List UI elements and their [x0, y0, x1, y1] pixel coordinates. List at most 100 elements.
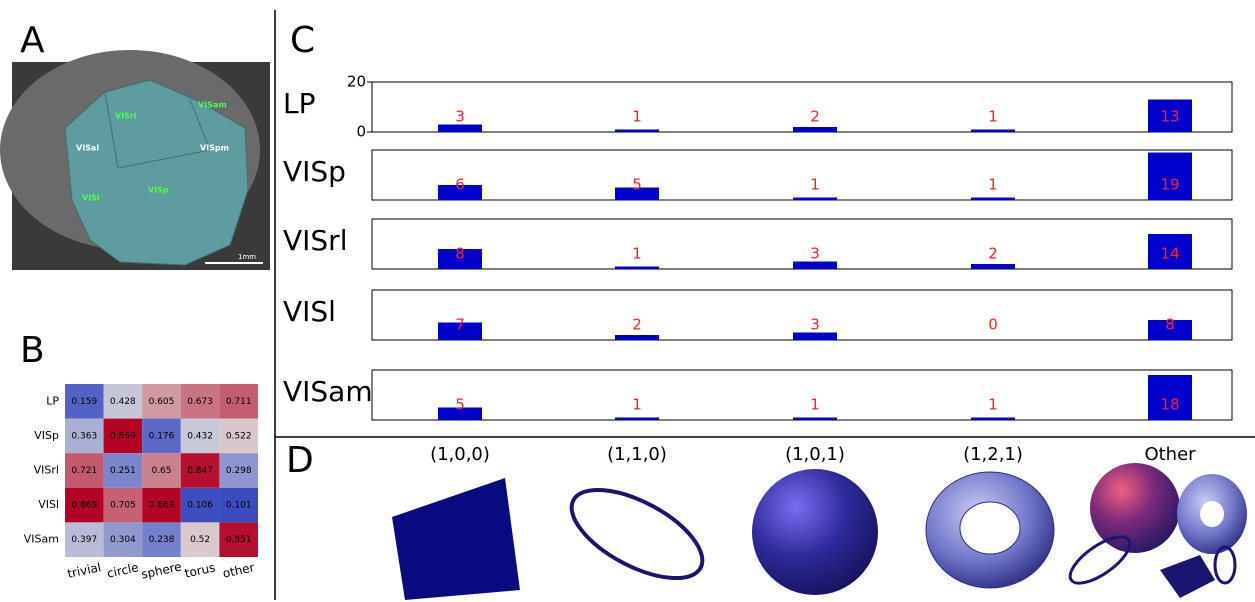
- panel-label: A: [20, 20, 45, 61]
- bar: [793, 333, 837, 341]
- cell-label: 0.428: [110, 397, 136, 407]
- cell-label: 0.869: [110, 431, 136, 441]
- plot-frame: [372, 370, 1232, 420]
- bar: [793, 418, 837, 421]
- cell-label: 0.851: [226, 535, 252, 545]
- value-label: 1: [988, 396, 998, 414]
- bar: [793, 198, 837, 201]
- panel-label: C: [290, 20, 315, 61]
- cell-label: 0.106: [187, 501, 213, 511]
- value-label: 19: [1160, 176, 1179, 194]
- plot-frame: [372, 82, 1232, 132]
- bar: [971, 130, 1015, 133]
- value-label: 13: [1160, 108, 1179, 126]
- shape-label: (1,0,0): [430, 444, 490, 465]
- cell-label: 0.65: [151, 466, 171, 476]
- value-label: 3: [810, 245, 820, 263]
- value-label: 1: [632, 108, 642, 126]
- cell-label: 0.705: [110, 501, 136, 511]
- column-label: sphere: [140, 559, 183, 581]
- cell-label: 0.869: [149, 501, 175, 511]
- value-label: 8: [455, 245, 465, 263]
- shape-illustrations: [392, 463, 1247, 600]
- shape-label: (1,0,1): [785, 444, 845, 465]
- bar: [615, 335, 659, 340]
- shape-label: Other: [1144, 444, 1196, 465]
- bar: [971, 198, 1015, 201]
- cell-label: 0.176: [149, 431, 175, 441]
- cell-label: 0.52: [190, 535, 210, 545]
- value-label: 1: [632, 245, 642, 263]
- column-label: other: [222, 560, 256, 580]
- area-label: VISam: [198, 101, 227, 110]
- chart-title: VISam: [283, 375, 373, 408]
- bar: [615, 418, 659, 421]
- value-label: 1: [810, 176, 820, 194]
- area-label: VISpm: [200, 144, 229, 153]
- value-label: 2: [632, 316, 642, 334]
- row-label: VISl: [38, 498, 59, 511]
- cell-label: 0.397: [71, 535, 97, 545]
- cell-label: 0.363: [71, 431, 97, 441]
- row-label: VISp: [34, 429, 59, 442]
- value-label: 1: [632, 396, 642, 414]
- value-label: 1: [988, 108, 998, 126]
- value-label: 7: [455, 316, 465, 334]
- value-label: 3: [810, 316, 820, 334]
- bar: [615, 130, 659, 133]
- cell-label: 0.711: [226, 397, 252, 407]
- bar: [615, 267, 659, 270]
- chart-title: VISrl: [283, 224, 347, 257]
- area-label: VISal: [76, 144, 99, 153]
- cell-label: 0.605: [149, 397, 175, 407]
- cell-label: 0.869: [71, 501, 97, 511]
- value-label: 0: [988, 316, 998, 334]
- y-tick-label: 20: [347, 73, 366, 91]
- chart-title: VISl: [283, 295, 336, 328]
- value-label: 2: [988, 245, 998, 263]
- cell-label: 0.847: [187, 466, 213, 476]
- cell-label: 0.159: [71, 397, 97, 407]
- column-label: torus: [183, 560, 216, 580]
- cell-label: 0.101: [226, 501, 252, 511]
- bar: [971, 264, 1015, 269]
- value-label: 5: [632, 176, 642, 194]
- bar: [438, 125, 482, 133]
- area-label: VISp: [148, 186, 169, 195]
- cell-label: 0.432: [187, 431, 213, 441]
- panel-label: B: [20, 330, 45, 371]
- value-label: 2: [810, 108, 820, 126]
- y-tick-label: 0: [356, 123, 366, 141]
- shape-label: (1,2,1): [963, 444, 1023, 465]
- scale-label: 1mm: [238, 253, 256, 261]
- shape-label: (1,1,0): [607, 444, 667, 465]
- value-label: 1: [988, 176, 998, 194]
- brain-map: [0, 50, 270, 270]
- chart-title: VISp: [283, 155, 346, 188]
- row-label: VISrl: [34, 464, 59, 477]
- value-label: 8: [1165, 316, 1175, 334]
- cell-label: 0.673: [187, 397, 213, 407]
- chart-title: LP: [283, 87, 315, 120]
- value-label: 6: [455, 176, 465, 194]
- value-label: 3: [455, 108, 465, 126]
- row-label: LP: [46, 394, 59, 407]
- cell-label: 0.522: [226, 431, 252, 441]
- column-label: circle: [106, 560, 140, 580]
- value-label: 18: [1160, 396, 1179, 414]
- value-label: 14: [1160, 245, 1179, 263]
- plot-frame: [372, 150, 1232, 200]
- cell-label: 0.238: [149, 535, 175, 545]
- column-label: trivial: [66, 560, 102, 581]
- cell-label: 0.721: [71, 466, 97, 476]
- bar: [971, 418, 1015, 421]
- bar: [793, 262, 837, 270]
- figure: A B C D VISam VISrl VISal VISpm VISp VIS…: [0, 0, 1255, 602]
- area-label: VISrl: [115, 112, 137, 121]
- panel-label: D: [286, 440, 314, 481]
- cell-label: 0.251: [110, 466, 136, 476]
- bar: [793, 127, 837, 132]
- value-label: 5: [455, 396, 465, 414]
- area-label: VISl: [82, 194, 100, 203]
- cell-label: 0.304: [110, 535, 136, 545]
